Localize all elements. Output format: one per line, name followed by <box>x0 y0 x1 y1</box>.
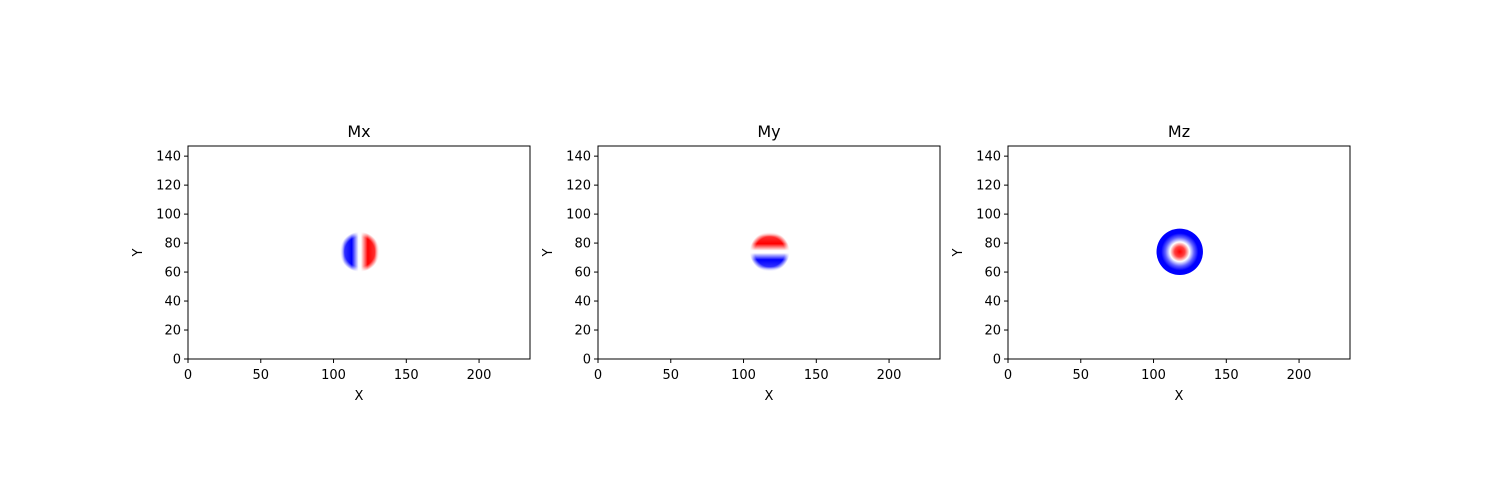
heatmap-cells <box>339 231 380 272</box>
chart-title: My <box>757 122 780 141</box>
x-tick-label: 0 <box>594 368 602 383</box>
x-tick-label: 50 <box>662 368 679 383</box>
y-tick-label: 0 <box>173 353 181 368</box>
y-tick-label: 100 <box>156 208 181 223</box>
y-tick-label: 120 <box>156 179 181 194</box>
axes-frame <box>187 145 531 360</box>
y-tick-label: 0 <box>583 353 591 368</box>
x-tick-label: 50 <box>1072 368 1089 383</box>
y-tick-label: 20 <box>574 324 591 339</box>
y-tick-label: 40 <box>164 295 181 310</box>
axes-frame <box>1007 145 1351 360</box>
x-tick-label: 150 <box>804 368 829 383</box>
y-tick-label: 100 <box>976 208 1001 223</box>
x-tick-label: 0 <box>1004 368 1012 383</box>
y-tick-label: 80 <box>164 237 181 252</box>
x-tick-label: 100 <box>1141 368 1166 383</box>
chart-title: Mz <box>1168 122 1190 141</box>
y-tick-label: 80 <box>984 237 1001 252</box>
y-tick-label: 120 <box>976 179 1001 194</box>
x-axis-label: X <box>355 389 364 404</box>
x-tick-label: 0 <box>184 368 192 383</box>
y-tick-label: 40 <box>984 295 1001 310</box>
y-axis-label: Y <box>131 248 146 257</box>
x-tick-label: 150 <box>394 368 419 383</box>
axes-frame <box>597 145 941 360</box>
y-tick-label: 60 <box>574 266 591 281</box>
chart-title: Mx <box>347 122 370 141</box>
x-axis-label: X <box>1175 389 1184 404</box>
y-tick-label: 20 <box>984 324 1001 339</box>
y-tick-label: 100 <box>566 208 591 223</box>
y-tick-label: 0 <box>993 353 1001 368</box>
x-tick-label: 200 <box>467 368 492 383</box>
heatmap-cells <box>1156 228 1203 275</box>
panel-mx: 0 50 100 150 200 0 20 40 60 80 100 120 140 Mx X Y <box>131 122 531 404</box>
x-tick-label: 200 <box>1287 368 1312 383</box>
y-axis-label: Y <box>541 248 556 257</box>
y-tick-label: 40 <box>574 295 591 310</box>
x-tick-label: 200 <box>877 368 902 383</box>
x-axis-label: X <box>765 389 774 404</box>
y-tick-label: 80 <box>574 237 591 252</box>
x-tick-label: 50 <box>252 368 269 383</box>
panel-mz: 0 50 100 150 200 0 20 40 60 80 100 120 140 Mz X Y <box>951 122 1351 404</box>
y-tick-label: 60 <box>164 266 181 281</box>
panel-my: 0 50 100 150 200 0 20 40 60 80 100 120 140 My X Y <box>541 122 941 404</box>
x-tick-label: 150 <box>1214 368 1239 383</box>
x-tick-label: 100 <box>731 368 756 383</box>
y-tick-label: 20 <box>164 324 181 339</box>
y-tick-label: 60 <box>984 266 1001 281</box>
y-tick-label: 140 <box>156 150 181 165</box>
x-tick-label: 100 <box>321 368 346 383</box>
y-tick-label: 140 <box>566 150 591 165</box>
y-axis-label: Y <box>951 248 966 257</box>
heatmap-cells <box>749 231 790 272</box>
y-tick-label: 120 <box>566 179 591 194</box>
y-tick-label: 140 <box>976 150 1001 165</box>
